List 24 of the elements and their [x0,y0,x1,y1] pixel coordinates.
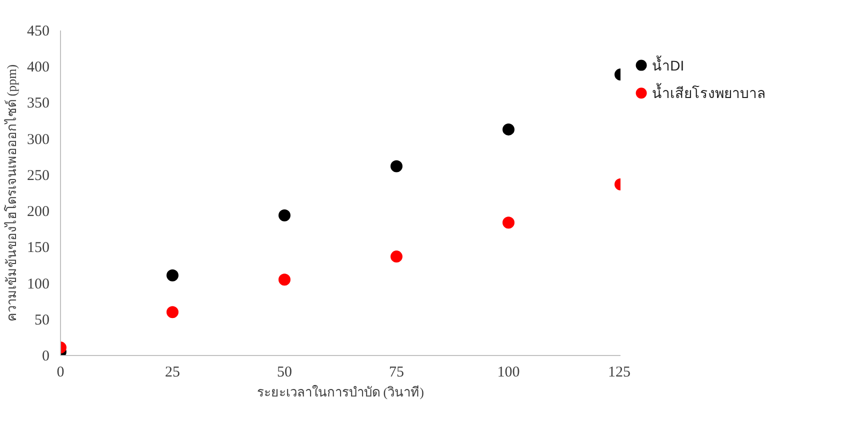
legend-label: น้ำเสียโรงพยาบาล [652,83,766,102]
y-tick-label: 200 [27,204,50,220]
y-tick-label: 50 [34,312,50,328]
x-tick-label: 75 [389,364,404,380]
point [390,160,402,172]
x-tick-label: 0 [56,364,64,380]
x-axis-title: ระยะเวลาในการบำบัด (วินาที) [257,384,424,400]
y-tick-label: 300 [27,132,50,148]
x-tick-label: 25 [165,364,180,380]
x-tick-label: 50 [277,364,292,380]
legend-label: น้ำDI [652,55,684,74]
y-tick-label: 250 [27,168,50,184]
y-tick-label: 450 [27,24,50,40]
y-tick-label: 400 [27,60,50,76]
point [278,209,290,222]
x-tick-label: 125 [608,364,630,380]
y-tick-label: 0 [42,348,50,364]
y-tick-label: 350 [27,96,50,112]
y-tick-label: 100 [27,276,50,292]
point [390,250,402,263]
x-tick-label: 100 [497,364,520,380]
y-axis-title: ความเข้มข้นของไฮโดรเจนเพอออกไซด์ (ppm) [4,64,19,322]
y-tick-label: 150 [27,240,50,256]
point [278,274,290,286]
